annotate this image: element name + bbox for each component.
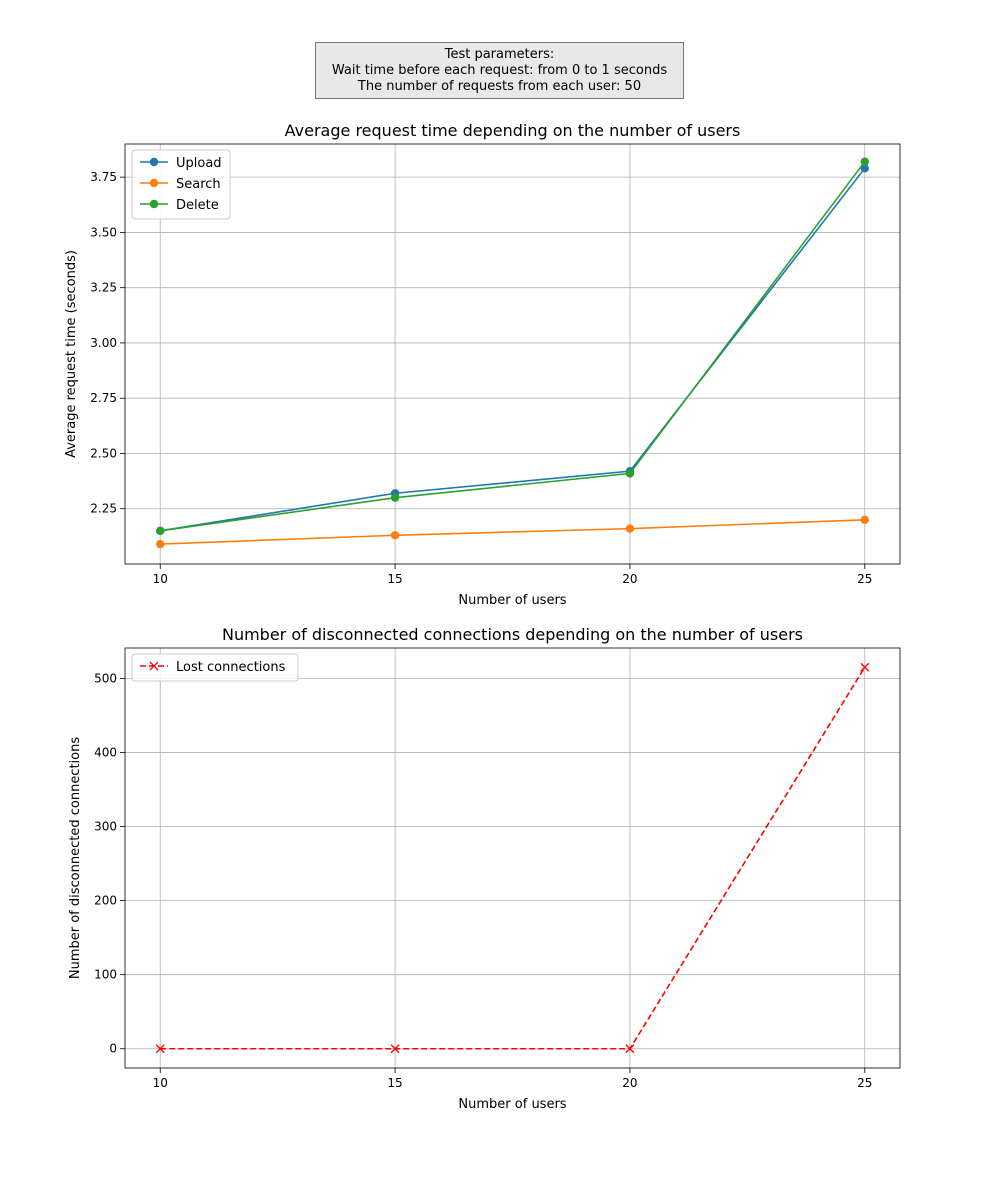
chart1-data-point — [860, 515, 869, 524]
chart2-title: Number of disconnected connections depen… — [222, 625, 803, 644]
chart2-legend-box — [131, 653, 299, 682]
chart1-data-point — [625, 469, 635, 478]
chart2-x-tick-label: 10 — [153, 1076, 168, 1090]
chart1-axes-frame — [124, 143, 901, 565]
chart1-series-line-delete — [160, 161, 866, 532]
chart2-y-axis-label: Number of disconnected connections — [68, 737, 83, 979]
chart1-data-point — [390, 493, 400, 502]
chart2-y-tick-label: 400 — [94, 745, 117, 759]
chart1-x-tick-label: 15 — [387, 572, 402, 586]
chart1-series-line-search — [160, 518, 865, 545]
chart1-y-tick-label: 3.25 — [90, 281, 117, 295]
chart1-x-tick-label: 20 — [622, 572, 637, 586]
chart1-data-point — [390, 531, 400, 540]
chart1-y-axis-label: Average request time (seconds) — [64, 250, 79, 458]
chart2-y-tick-label: 300 — [94, 820, 117, 834]
chart2-legend-label: Lost connections — [176, 660, 286, 675]
chart1-legend-box — [131, 149, 231, 220]
chart1-y-tick-label: 2.50 — [90, 446, 117, 460]
chart1-data-point — [156, 526, 165, 536]
chart1-title: Average request time depending on the nu… — [285, 121, 741, 140]
chart1-y-tick-label: 3.00 — [90, 336, 117, 350]
chart2-series-line-lost-connections — [160, 666, 866, 1050]
chart2-x-tick-label: 25 — [857, 1076, 872, 1090]
chart1-data-point — [625, 466, 635, 476]
chart1-legend-label: Upload — [176, 156, 222, 171]
chart2-x-tick-label: 20 — [622, 1076, 637, 1090]
chart2-legend-marker — [149, 661, 159, 671]
chart2-data-point — [860, 662, 870, 672]
chart2-x-tick-label: 15 — [387, 1076, 402, 1090]
params-line-3: The number of requests from each user: 5… — [357, 79, 642, 94]
chart1-data-point — [156, 539, 165, 549]
chart2-x-axis-label: Number of users — [458, 1097, 566, 1112]
chart1-legend-marker — [149, 199, 159, 209]
chart1-x-tick-label: 10 — [153, 572, 168, 586]
chart1-y-tick-label: 3.75 — [90, 170, 117, 184]
chart1-x-axis-label: Number of users — [458, 593, 566, 608]
chart1-data-point — [390, 489, 400, 498]
chart1-legend-marker — [149, 178, 159, 188]
chart1-data-point — [156, 526, 165, 536]
chart1-legend-label: Search — [176, 177, 221, 192]
chart2-y-tick-label: 200 — [94, 894, 117, 908]
chart1-legend-label: Delete — [176, 198, 219, 213]
chart1-y-tick-label: 3.50 — [90, 225, 117, 239]
chart1-x-tick-label: 25 — [857, 572, 872, 586]
chart1-data-point — [860, 164, 869, 173]
chart2-y-tick-label: 100 — [94, 968, 117, 982]
test-parameters-box: Test parameters: Wait time before each r… — [315, 42, 684, 99]
params-line-2: Wait time before each request: from 0 to… — [331, 63, 668, 78]
chart2-data-point — [390, 1044, 400, 1054]
chart2-y-tick-label: 0 — [109, 1042, 117, 1056]
chart2-data-point — [155, 1044, 165, 1054]
chart2-y-tick-label: 500 — [94, 671, 117, 685]
chart1-series-line-upload — [160, 167, 866, 532]
chart1-data-point — [860, 157, 869, 166]
chart1-legend-marker — [149, 157, 159, 167]
chart2-axes-frame — [124, 647, 901, 1069]
params-line-1: Test parameters: — [444, 47, 555, 62]
chart2-data-point — [625, 1044, 635, 1054]
chart1-y-tick-label: 2.25 — [90, 502, 117, 516]
chart1-data-point — [625, 524, 635, 533]
chart1-y-tick-label: 2.75 — [90, 391, 117, 405]
